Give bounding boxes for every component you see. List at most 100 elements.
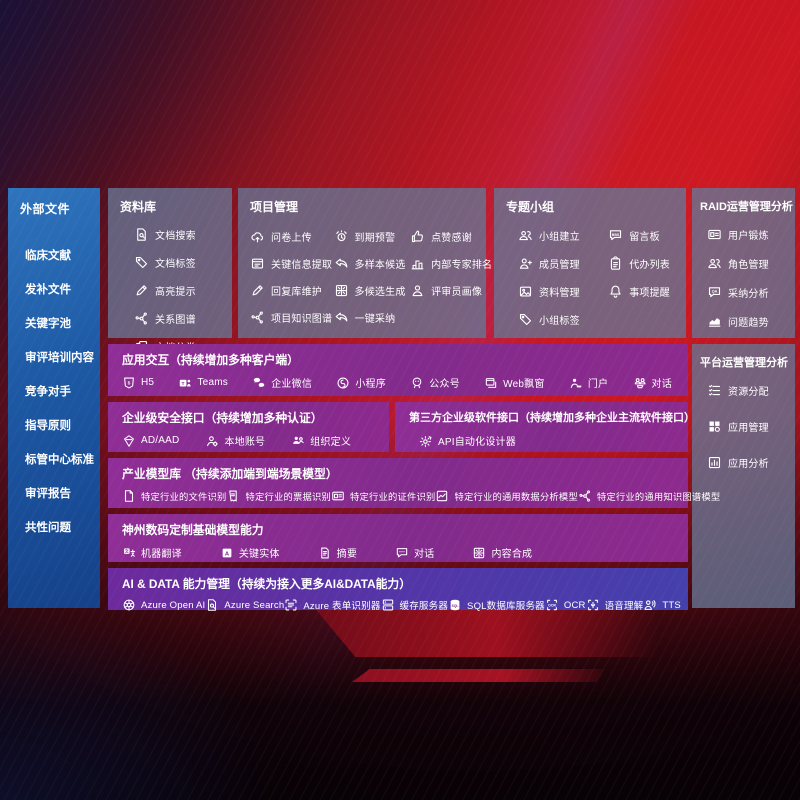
feature-item: 门户 — [569, 375, 608, 390]
feature-item: TTS — [643, 598, 681, 612]
feature-item: 企业微信 — [252, 375, 312, 390]
people-icon — [707, 256, 722, 271]
feature-item: 语音理解 — [586, 598, 644, 612]
reply-icon — [334, 310, 349, 325]
doc-icon — [122, 489, 136, 503]
pen-icon — [134, 283, 149, 298]
project-management-panel: 项目管理 问卷上传 到期预警 点赞感谢 关键信息提取 多样本候选 内部专家排名 回复库维护 多… — [238, 188, 492, 338]
feature-item: Azure Search — [205, 598, 284, 612]
feature-label: 采纳分析 — [728, 289, 769, 300]
feature-item: 内部专家排名 — [410, 256, 492, 271]
svg-text:OCR: OCR — [548, 603, 556, 607]
feature-label: 成员管理 — [539, 260, 580, 271]
feature-label: 资料管理 — [539, 288, 580, 299]
feature-label: 内部专家排名 — [431, 260, 493, 271]
sidebar-item: 标管中心标准 — [25, 454, 94, 466]
entity-icon: A — [220, 546, 234, 560]
feature-label: 关系图谱 — [155, 315, 196, 326]
feature-item: 对话 — [395, 545, 434, 560]
feature-item: Azure Open AI — [122, 598, 205, 612]
sidebar-item: 竞争对手 — [25, 386, 71, 398]
speech-icon — [586, 598, 600, 612]
feature-item: Web飘窗 — [484, 375, 544, 390]
official-icon — [410, 376, 424, 390]
sql-icon: SQL — [448, 598, 462, 612]
feature-item: 特定行业的证件识别 — [331, 489, 435, 503]
library-panel: 资料库 文档搜索文档标签高亮提示关系图谱文档分类 — [108, 188, 232, 354]
feature-item: 5 H5 — [122, 376, 154, 390]
feature-item: 小组建立 — [518, 228, 608, 243]
people-icon — [518, 228, 533, 243]
feature-label: 应用分析 — [728, 459, 769, 470]
person-add-icon — [518, 256, 533, 271]
svg-text:BBS: BBS — [612, 233, 620, 237]
feature-item: 项目知识图谱 — [250, 310, 334, 325]
feature-label: 特定行业的证件识别 — [349, 492, 436, 502]
feature-label: 门户 — [587, 379, 609, 390]
sidebar-item: 指导原则 — [25, 420, 71, 432]
blocks-icon — [707, 419, 722, 434]
feature-label: 问题趋势 — [728, 318, 769, 329]
feature-item: 对话 — [633, 375, 672, 390]
feature-item: 摘要 — [318, 545, 357, 560]
feature-item: QA 采纳分析 — [707, 285, 791, 300]
sidebar-item: 临床文献 — [25, 250, 71, 262]
list-icon — [707, 383, 722, 398]
feature-item: 公众号 — [410, 375, 460, 390]
h5-icon: 5 — [122, 376, 136, 390]
webwin-icon — [484, 376, 498, 390]
sidebar-item: 共性问题 — [25, 522, 71, 534]
feature-label: 摘要 — [336, 549, 358, 560]
feature-item: 点赞感谢 — [410, 229, 482, 244]
reply-icon — [334, 256, 349, 271]
feature-item: 关系图谱 — [134, 311, 228, 326]
svg-text:SQL: SQL — [452, 604, 459, 608]
feature-label: 问卷上传 — [271, 233, 312, 244]
raid-title: RAID运营管理分析 — [700, 201, 793, 213]
svg-text:文: 文 — [124, 548, 129, 553]
trend-icon — [707, 314, 722, 329]
feature-label: 小组建立 — [539, 232, 580, 243]
feature-item: BBS 留言板 — [608, 228, 682, 243]
feature-label: 代办列表 — [629, 260, 670, 271]
aidata-title: AI & DATA 能力管理（持续为接入更多AI&DATA能力） — [122, 577, 412, 591]
feature-item: 应用管理 — [707, 419, 791, 434]
feature-item: T Teams — [178, 376, 228, 390]
feature-item: 应用分析 — [707, 455, 791, 470]
feature-item: 特定行业的文件识别 — [122, 489, 226, 503]
feature-label: OCR — [563, 599, 586, 611]
tag-icon — [134, 255, 149, 270]
feature-item: 成员管理 — [518, 256, 608, 271]
feature-item: 多样本候选 — [334, 256, 411, 271]
pen-icon — [250, 283, 265, 298]
feature-item: 高亮提示 — [134, 283, 228, 298]
chat-dots-icon — [395, 546, 409, 560]
library-items: 文档搜索文档标签高亮提示关系图谱文档分类 — [134, 227, 228, 354]
feature-label: H5 — [141, 377, 155, 388]
bbs-icon: BBS — [608, 228, 623, 243]
ai-data-band: AI & DATA 能力管理（持续为接入更多AI&DATA能力） Azure O… — [108, 568, 688, 612]
feature-label: 文档标签 — [155, 259, 196, 270]
sidebar-item: 关键字池 — [25, 318, 71, 330]
window-icon — [250, 256, 265, 271]
project-items: 问卷上传 到期预警 点赞感谢 关键信息提取 多样本候选 内部专家排名 回复库维护 多候选生成 评… — [250, 229, 492, 325]
doc-search-icon — [205, 598, 219, 612]
miniapp-icon — [336, 376, 350, 390]
feature-item: 本地账号 — [205, 433, 265, 448]
feature-label: 资源分配 — [728, 387, 769, 398]
feature-label: 小程序 — [355, 379, 386, 390]
feature-item: Azure 表单识别器 — [284, 598, 380, 612]
person-icon — [410, 283, 425, 298]
security-interface-band: 企业级安全接口（持续增加多种认证） AD/AAD 本地账号 组织定义 — [108, 402, 389, 452]
ad-icon — [122, 434, 136, 448]
feature-item: 小组标签 — [518, 312, 608, 327]
api-icon — [419, 434, 433, 448]
feature-label: 机器翻译 — [141, 549, 182, 560]
feature-item: 特定行业的票据识别 — [226, 489, 331, 503]
feature-item: 组织定义 — [291, 433, 351, 448]
clipboard-icon — [608, 256, 623, 271]
interaction-items: 5 H5 T Teams 企业微信 小程序 公众号 Web飘窗 门户 对话 — [122, 375, 676, 390]
alarm-icon — [334, 229, 349, 244]
local-icon — [205, 434, 219, 448]
feature-label: 对话 — [651, 379, 672, 390]
